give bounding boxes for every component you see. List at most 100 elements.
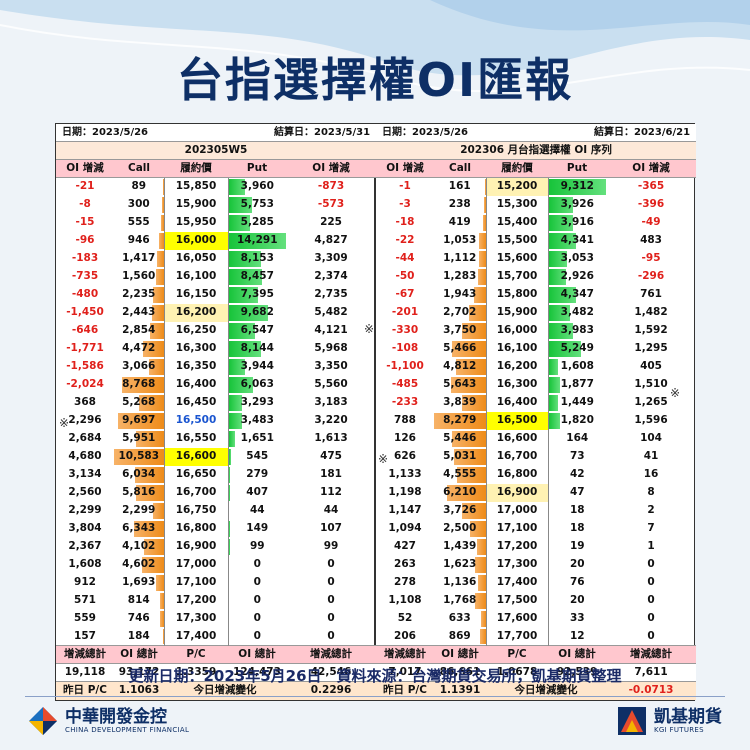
put-oi-value: 5,249 — [560, 342, 594, 354]
put-oi-value: 3,053 — [560, 252, 594, 264]
cdf-logo-text: 中華開發金控 — [65, 706, 167, 727]
strike-price: 16,900 — [163, 537, 229, 556]
contract-row: 202306 月台指選擇權 OI 序列 — [376, 141, 697, 160]
summary-header: OI 總計 — [548, 645, 607, 664]
put-oi-bar — [228, 340, 262, 357]
table-row: -1,450 2,443 16,200 9,682 5,482 — [56, 303, 376, 322]
call-oi: 2,500 — [434, 520, 486, 538]
put-oi-change: 99 — [323, 540, 339, 552]
column-header: OI 增減 — [376, 159, 434, 178]
call-oi: 6,210 — [434, 484, 486, 502]
put-oi-change: 4,121 — [314, 324, 348, 336]
put-oi-bar — [228, 322, 255, 339]
table-row: -1,586 3,066 16,350 3,944 3,350 — [56, 357, 376, 376]
put-oi-change: 41 — [643, 450, 659, 462]
call-oi-bar — [434, 412, 486, 429]
put-oi-change: 0 — [327, 576, 335, 588]
call-oi-change: -1,100 — [386, 360, 424, 372]
summary-header: P/C — [164, 645, 229, 664]
put-oi-change: 3,183 — [314, 396, 348, 408]
put-oi: 4,347 — [548, 286, 606, 304]
put-oi: 1,608 — [548, 358, 606, 376]
call-oi-value: 5,951 — [122, 432, 156, 444]
strike-price: 17,400 — [163, 627, 229, 646]
put-oi-value: 1,608 — [560, 360, 594, 372]
call-oi-change: 1,147 — [388, 504, 422, 516]
call-oi: 1,943 — [434, 286, 486, 304]
strike-price: 15,400 — [485, 213, 549, 232]
put-oi-change: 1,510 — [634, 378, 668, 390]
strike-price: 17,500 — [485, 591, 549, 610]
put-oi-value: 44 — [249, 504, 265, 516]
call-oi-bar — [138, 394, 164, 411]
call-oi-change: 1,133 — [388, 468, 422, 480]
put-oi: 3,053 — [548, 250, 606, 268]
put-oi: 18 — [548, 520, 606, 538]
column-header: Call — [434, 159, 487, 178]
put-oi-change: 1,295 — [634, 342, 668, 354]
call-oi-change: 2,684 — [68, 432, 102, 444]
call-oi-change: -233 — [391, 396, 419, 408]
put-oi-bar — [228, 250, 262, 267]
column-header-row: OI 增減 Call 履約價 Put OI 增減 — [376, 159, 697, 178]
put-oi: 3,960 — [228, 178, 286, 196]
put-oi: 3,916 — [548, 214, 606, 232]
table-row: -480 2,235 16,150 7,395 2,735 — [56, 285, 376, 304]
column-header-row: OI 增減 Call 履約價 Put OI 增減 — [56, 159, 377, 178]
call-oi-change: 788 — [394, 414, 416, 426]
strike-price: 17,700 — [485, 627, 549, 646]
put-oi-change: 2,735 — [314, 288, 348, 300]
put-oi: 42 — [548, 466, 606, 484]
summary-row: 7,017 86,661 1.0678 92,539 7,611 — [376, 663, 697, 682]
call-oi-bar — [476, 538, 486, 555]
strike-price: 16,000 — [163, 231, 229, 250]
call-oi: 1,623 — [434, 556, 486, 574]
call-oi: 814 — [114, 592, 164, 610]
put-oi-value: 47 — [569, 486, 585, 498]
put-oi-value: 8,144 — [240, 342, 274, 354]
put-oi-bar — [228, 179, 245, 195]
summary-value: 92,539 — [548, 663, 607, 682]
put-oi-change: 1 — [647, 540, 655, 552]
put-oi: 8,153 — [228, 250, 286, 268]
put-oi-value: 76 — [569, 576, 585, 588]
call-oi-change: -646 — [71, 324, 99, 336]
call-oi-change: 1,198 — [388, 486, 422, 498]
call-oi: 1,283 — [434, 268, 486, 286]
summary-header: OI 總計 — [228, 645, 287, 664]
put-oi-value: 279 — [246, 468, 269, 480]
put-oi-bar — [228, 430, 236, 447]
call-oi: 5,031 — [434, 448, 486, 466]
put-oi-value: 9,312 — [560, 180, 594, 193]
marker-symbol: ※ — [364, 322, 375, 336]
call-oi-change: -330 — [391, 324, 419, 336]
put-oi-value: 3,983 — [560, 324, 594, 336]
call-oi: 555 — [114, 214, 164, 232]
call-oi-change: -108 — [391, 342, 419, 354]
call-oi-bar — [468, 304, 486, 321]
table-row: 157 184 17,400 0 0 — [56, 627, 376, 646]
call-oi-value: 2,500 — [443, 522, 477, 534]
table-row: 788 8,279 16,500 1,820 1,596 — [376, 411, 696, 430]
summary-value: 42,546 — [286, 663, 377, 682]
change-value: 0.2296 — [286, 681, 377, 700]
summary-value: 1.0678 — [486, 663, 549, 682]
contract-name: 202305W5 — [56, 141, 377, 160]
put-oi-value: 42 — [569, 468, 585, 480]
call-oi-change: -480 — [71, 288, 99, 300]
table-row: 1,608 4,602 17,000 0 0 — [56, 555, 376, 574]
put-oi-bar — [548, 376, 561, 393]
call-oi-change: 571 — [74, 594, 96, 606]
call-oi-value: 2,854 — [122, 324, 156, 336]
put-oi-bar — [228, 214, 250, 231]
call-oi-value: 1,417 — [122, 252, 156, 264]
kgi-logo-text: 凱基期貨 — [654, 706, 722, 727]
put-oi: 3,926 — [548, 196, 606, 214]
put-oi-change: 0 — [647, 612, 655, 624]
call-oi: 946 — [114, 232, 164, 250]
strike-price: 16,650 — [163, 465, 229, 484]
table-row: -735 1,560 16,100 8,457 2,374 — [56, 267, 376, 286]
report-date: 日期：2023/5/26 — [56, 124, 165, 142]
call-oi-change: 2,296 — [68, 414, 102, 426]
put-oi-value: 6,063 — [240, 378, 274, 390]
